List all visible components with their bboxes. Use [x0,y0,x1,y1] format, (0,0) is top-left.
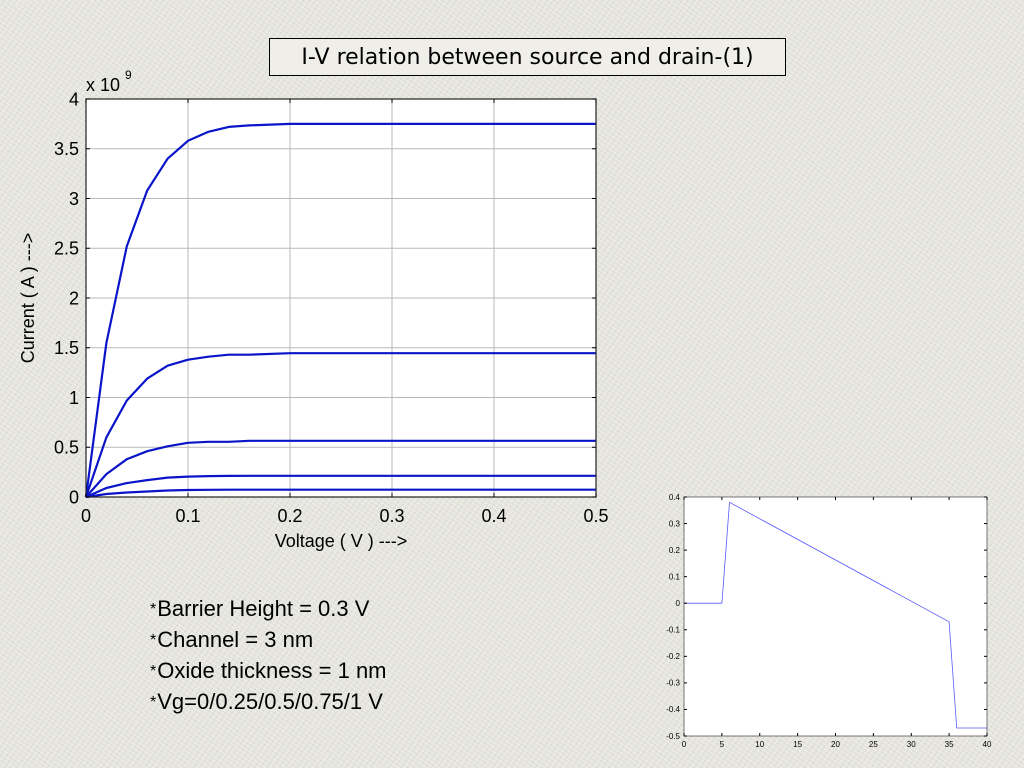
parameter-list: *Barrier Height = 0.3 V *Channel = 3 nm … [150,594,387,718]
slide-title: I-V relation between source and drain-(1… [269,38,786,76]
y-tick-label: 0.5 [54,438,79,458]
x-tick-label: 5 [720,740,725,749]
y-tick-label: -0.4 [666,705,680,714]
y-tick-label: 3 [69,189,79,209]
y-tick-label: 2.5 [54,239,79,259]
y-axis-multiplier-exponent: 9 [125,68,132,82]
series-line [84,122,596,498]
series-line [85,439,596,498]
y-tick-label: 0 [69,487,79,507]
x-tick-label: 0.3 [379,506,404,526]
plot-area [684,497,987,736]
x-tick-label: 35 [945,740,954,749]
x-tick-label: 0.2 [277,506,302,526]
param-text: Oxide thickness = 1 nm [157,658,387,683]
x-tick-label: 40 [983,740,992,749]
y-tick-label: 4 [69,89,79,109]
x-tick-label: 0.5 [583,506,608,526]
x-tick-label: 0.1 [175,506,200,526]
x-tick-label: 0 [81,506,91,526]
x-tick-label: 10 [755,740,764,749]
y-tick-label: 0.4 [669,493,681,502]
x-tick-label: 25 [869,740,878,749]
param-barrier-height: *Barrier Height = 0.3 V [150,594,387,625]
bullet-asterisk: * [150,694,157,711]
bullet-asterisk: * [150,601,157,618]
x-tick-label: 0 [682,740,687,749]
series-line [85,488,596,499]
y-tick-label: -0.5 [666,732,680,741]
param-oxide-thickness: *Oxide thickness = 1 nm [150,656,387,687]
y-axis-multiplier: x 10 [86,75,120,95]
param-text: Vg=0/0.25/0.5/0.75/1 V [157,689,383,714]
y-tick-label: -0.1 [666,626,680,635]
y-axis-label: Current ( A ) ---> [18,233,38,364]
y-tick-label: 1 [69,388,79,408]
y-tick-label: 3.5 [54,139,79,159]
y-tick-label: 2 [69,288,79,308]
param-channel: *Channel = 3 nm [150,625,387,656]
series-line [85,474,596,499]
y-tick-label: 0.1 [669,572,681,581]
param-gate-voltages: *Vg=0/0.25/0.5/0.75/1 V [150,687,387,718]
param-text: Channel = 3 nm [157,627,314,652]
bullet-asterisk: * [150,632,157,649]
x-axis-label: Voltage ( V ) ---> [275,531,408,551]
param-text: Barrier Height = 0.3 V [157,596,370,621]
series-line [684,501,987,729]
y-tick-label: -0.2 [666,652,680,661]
x-tick-label: 30 [907,740,916,749]
x-tick-label: 20 [831,740,840,749]
x-tick-label: 0.4 [481,506,506,526]
y-tick-label: 1.5 [54,338,79,358]
bullet-asterisk: * [150,663,157,680]
y-tick-label: 0.3 [669,519,681,528]
y-tick-label: -0.3 [666,679,680,688]
series-line [84,352,596,498]
y-tick-label: 0 [676,599,681,608]
y-tick-label: 0.2 [669,546,681,555]
x-tick-label: 15 [793,740,802,749]
